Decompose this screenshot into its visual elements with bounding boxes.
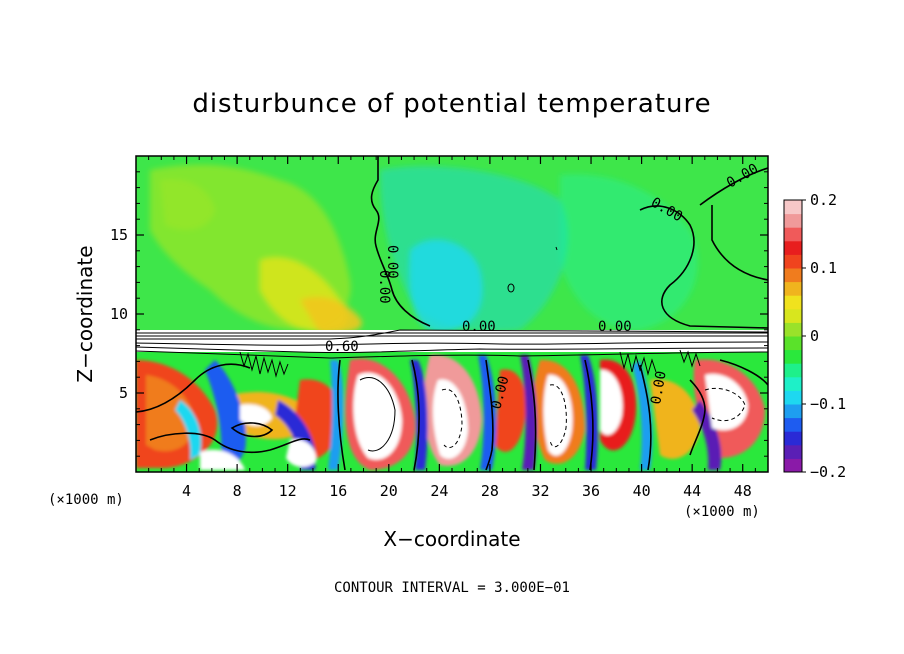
- x-tick-label: 24: [430, 482, 448, 500]
- x-tick-label: 20: [380, 482, 398, 500]
- x-tick-label: 32: [531, 482, 549, 500]
- x-unit-left: (×1000 m): [48, 492, 124, 508]
- colorbar-swatch: [784, 376, 802, 391]
- tropopause-contours: [136, 329, 768, 359]
- colorbar-swatch: [784, 322, 802, 337]
- contour-label: 0.00: [376, 270, 392, 304]
- contour-label: 0.00: [384, 245, 400, 279]
- x-tick-label: 28: [481, 482, 499, 500]
- colorbar-swatch: [784, 363, 802, 378]
- colorbar-swatch: [784, 390, 802, 405]
- colorbar-ticks: 0.2 0.1 0 −0.1 −0.2: [802, 191, 846, 481]
- y-axis-label: Z−coordinate: [73, 245, 97, 382]
- colorbar-tick-label: 0: [810, 327, 819, 345]
- colorbar-swatch: [784, 281, 802, 296]
- contour-label: 0.00: [598, 319, 632, 335]
- colorbar-swatch: [784, 240, 802, 255]
- colorbar-swatch: [784, 336, 802, 351]
- colorbar-tick-label: −0.2: [810, 463, 846, 481]
- colorbar-tick-label: 0.1: [810, 259, 837, 277]
- x-tick-label: 36: [582, 482, 600, 500]
- colorbar-swatch: [784, 213, 802, 228]
- colorbar-swatch: [784, 458, 802, 473]
- colorbar-tick-label: 0.2: [810, 191, 837, 209]
- colorbar-swatch: [784, 254, 802, 269]
- x-tick-label: 8: [233, 482, 242, 500]
- contour-label: 0.60: [325, 339, 359, 355]
- contour-interval-note: CONTOUR INTERVAL = 3.000E−01: [334, 580, 570, 596]
- colorbar-swatch: [784, 349, 802, 364]
- x-unit-right: (×1000 m): [684, 504, 760, 520]
- colorbar: [784, 200, 802, 473]
- colorbar-swatch: [784, 268, 802, 283]
- x-tick-label: 48: [734, 482, 752, 500]
- contour-label: 0.00: [462, 319, 496, 335]
- colorbar-swatch: [784, 227, 802, 242]
- y-tick-label: 10: [110, 305, 128, 323]
- x-tick-label: 40: [633, 482, 651, 500]
- x-tick-label: 44: [683, 482, 701, 500]
- colorbar-swatch: [784, 295, 802, 310]
- upper-contours: [370, 156, 768, 329]
- contour-label: 0.00: [648, 370, 670, 406]
- heatmap-field: [136, 156, 768, 472]
- colorbar-swatch: [784, 404, 802, 419]
- colorbar-swatch: [784, 200, 802, 215]
- x-tick-label: 16: [329, 482, 347, 500]
- chart-title: disturbunce of potential temperature: [192, 89, 711, 119]
- y-tick-label: 5: [119, 384, 128, 402]
- colorbar-swatch: [784, 444, 802, 459]
- y-tick-label: 15: [110, 226, 128, 244]
- x-axis-label: X−coordinate: [383, 527, 520, 551]
- x-tick-label: 12: [279, 482, 297, 500]
- colorbar-swatch: [784, 308, 802, 323]
- x-axis: 4 8 12 16 20 24 28 32 36 40 44 48: [148, 156, 756, 500]
- colorbar-tick-label: −0.1: [810, 395, 846, 413]
- lower-contours: [136, 359, 768, 471]
- x-tick-label: 4: [182, 482, 191, 500]
- colorbar-swatch: [784, 417, 802, 432]
- y-axis: 5 10 15: [110, 171, 768, 457]
- colorbar-swatch: [784, 431, 802, 446]
